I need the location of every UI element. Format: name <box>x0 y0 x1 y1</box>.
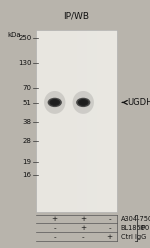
Text: 51: 51 <box>23 100 32 106</box>
Bar <box>107 30 117 212</box>
Text: UGDH: UGDH <box>128 98 150 107</box>
Text: 16: 16 <box>22 172 32 178</box>
Text: -: - <box>53 234 56 240</box>
Text: +: + <box>106 234 112 240</box>
Ellipse shape <box>73 91 94 114</box>
Bar <box>36 30 46 212</box>
Text: 70: 70 <box>22 85 32 91</box>
Bar <box>56 30 66 212</box>
Ellipse shape <box>48 98 62 107</box>
Text: 130: 130 <box>18 60 32 66</box>
Text: kDa: kDa <box>8 32 21 38</box>
Bar <box>36 30 117 212</box>
Bar <box>46 30 56 212</box>
Bar <box>76 30 87 212</box>
Text: 19: 19 <box>22 159 32 165</box>
Text: +: + <box>80 225 86 231</box>
Text: -: - <box>108 216 111 222</box>
Bar <box>66 30 76 212</box>
Text: BL18500: BL18500 <box>121 225 150 231</box>
Text: Ctrl IgG: Ctrl IgG <box>121 234 146 240</box>
Text: 28: 28 <box>23 138 32 144</box>
Ellipse shape <box>80 100 87 105</box>
Ellipse shape <box>76 98 90 107</box>
Text: -: - <box>53 225 56 231</box>
Text: 250: 250 <box>18 35 32 41</box>
Ellipse shape <box>44 91 65 114</box>
Text: A304-750A: A304-750A <box>121 216 150 222</box>
Ellipse shape <box>78 99 89 106</box>
Text: -: - <box>82 234 85 240</box>
Bar <box>87 30 97 212</box>
Ellipse shape <box>51 100 58 105</box>
Text: +: + <box>52 216 58 222</box>
Ellipse shape <box>49 99 60 106</box>
Text: 38: 38 <box>22 119 32 124</box>
Text: +: + <box>80 216 86 222</box>
Bar <box>97 30 107 212</box>
Text: IP: IP <box>140 225 146 231</box>
Text: IP/WB: IP/WB <box>63 12 90 21</box>
Text: -: - <box>108 225 111 231</box>
